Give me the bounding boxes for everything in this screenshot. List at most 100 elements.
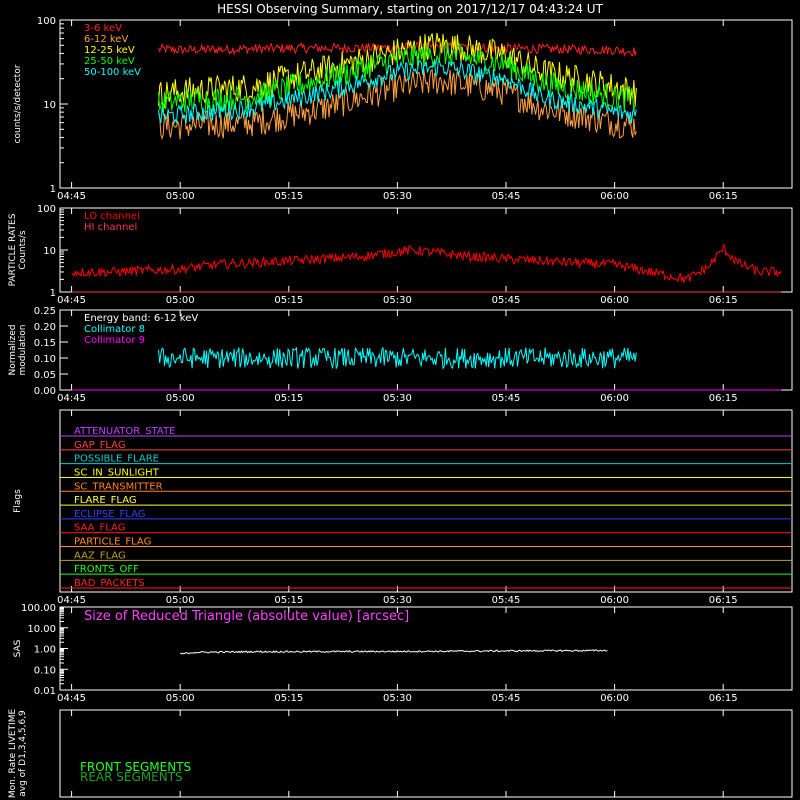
legend-front-segments: FRONT SEGMENTS	[80, 760, 191, 774]
y-tick-label: 0.15	[34, 338, 56, 349]
legend-hi-channel: HI channel	[84, 222, 137, 233]
x-tick-label: 05:45	[492, 191, 521, 202]
legend-12-25-kev: 12-25 keV	[84, 45, 135, 56]
flag-label-gap-flag: GAP_FLAG	[74, 440, 126, 451]
x-tick-label: 06:00	[600, 393, 629, 404]
y-tick-label: 0.05	[34, 370, 56, 381]
y-tick-label: 1	[50, 288, 56, 299]
flag-label-fronts-off: FRONTS_OFF	[74, 564, 139, 575]
x-tick-label: 04:45	[57, 191, 86, 202]
x-tick-label: 05:45	[492, 393, 521, 404]
x-tick-label: 05:30	[383, 693, 412, 704]
series-line-6-12-kev	[158, 69, 637, 141]
flag-label-eclipse-flag: ECLIPSE_FLAG	[74, 509, 145, 520]
x-tick-label: 06:15	[709, 191, 738, 202]
x-tick-label: 06:15	[709, 295, 738, 306]
flag-label-particle-flag: PARTICLE_FLAG	[74, 537, 151, 548]
x-tick-label: 05:45	[492, 595, 521, 606]
y-tick-label: 0.00	[34, 386, 56, 397]
x-tick-label: 06:15	[709, 393, 738, 404]
x-tick-label: 05:00	[166, 693, 195, 704]
x-tick-label: 04:45	[57, 693, 86, 704]
y-tick-label: 100.00	[21, 603, 56, 614]
y-axis-label: PARTICLE RATES	[8, 213, 18, 286]
panel-frame	[59, 409, 793, 593]
y-tick-label: 0.01	[34, 686, 56, 697]
x-tick-label: 05:30	[383, 393, 412, 404]
flag-label-attenuator-state: ATTENUATOR_STATE	[74, 426, 175, 437]
y-tick-label: 0.20	[34, 322, 56, 333]
x-tick-label: 05:00	[166, 191, 195, 202]
y-axis-label: Normalized	[8, 324, 18, 375]
panel-3: 04:45 05:00 05:15 05:30 05:45 06:00 06:15 Norma…	[8, 306, 793, 404]
x-tick-label: 05:15	[274, 191, 303, 202]
x-tick-label: 06:00	[600, 595, 629, 606]
x-tick-label: 05:15	[274, 393, 303, 404]
panel-4: 04:45 05:00 05:15 05:30 05:45 06:00 06:15 Flags…	[13, 409, 793, 606]
y-axis-label: counts/s/detector	[13, 64, 23, 143]
panel-5: 04:45 05:00 05:15 05:30 05:45 06:00 06:15 SAS 0.…	[13, 603, 793, 704]
panel-annotation: Size of Reduced Triangle (absolute value…	[84, 609, 409, 624]
legend-lo-channel: LO channel	[84, 211, 140, 222]
y-tick-label: 10.00	[27, 624, 56, 635]
x-tick-label: 04:45	[57, 393, 86, 404]
x-tick-label: 06:15	[709, 693, 738, 704]
flag-label-sc-transmitter: SC_TRANSMITTER	[74, 481, 163, 492]
x-tick-label: 05:30	[383, 295, 412, 306]
panel-6: 04:4505:0005:1505:3005:4506:0006:15Mon. …	[8, 709, 793, 799]
x-tick-label: 05:00	[166, 595, 195, 606]
x-tick-label: 05:00	[166, 295, 195, 306]
x-tick-label: 05:30	[383, 595, 412, 606]
y-tick-label: 10	[43, 246, 56, 257]
series-line-50-100-kev	[158, 59, 637, 125]
y-axis-label: Mon. Rate LIVETIME	[8, 709, 18, 799]
y-tick-label: 1	[50, 184, 56, 195]
x-tick-label: 04:45	[57, 595, 86, 606]
y-axis-label: avg of D1,3,4,5,6,9	[18, 710, 28, 797]
x-tick-label: 05:15	[274, 295, 303, 306]
y-tick-label: 10	[43, 100, 56, 111]
x-tick-label: 06:15	[709, 595, 738, 606]
x-tick-label: 05:30	[383, 191, 412, 202]
x-tick-label: 04:45	[57, 295, 86, 306]
x-tick-label: 06:00	[600, 693, 629, 704]
panel-2: 04:45 05:00 05:15 05:30 05:45 06:00 06:15 PARTI…	[8, 204, 793, 306]
panel-annotation: Energy band: 6-12 keV	[84, 313, 198, 324]
legend-6-12-kev: 6-12 keV	[84, 34, 128, 45]
legend-25-50-kev: 25-50 keV	[84, 56, 135, 67]
flag-label-aaz-flag: AAZ_FLAG	[74, 550, 126, 561]
panels: 04:45 05:00 05:15 05:30 05:45 06:00 06:15 count…	[8, 16, 793, 799]
y-tick-label: 100	[37, 16, 56, 27]
y-tick-label: 100	[37, 204, 56, 215]
panel-1: 04:45 05:00 05:15 05:30 05:45 06:00 06:15 count…	[13, 16, 793, 202]
legend-rear-segments: REAR SEGMENTS	[80, 770, 183, 784]
flag-label-sc-in-sunlight: SC_IN_SUNLIGHT	[74, 467, 160, 478]
x-tick-label: 05:00	[166, 393, 195, 404]
x-tick-label: 05:15	[274, 595, 303, 606]
flag-label-bad-packets: BAD_PACKETS	[74, 578, 145, 589]
x-tick-label: 05:45	[492, 693, 521, 704]
y-tick-label: 0.10	[34, 665, 56, 676]
flag-label-possible-flare: POSSIBLE_FLARE	[74, 454, 159, 465]
legend-3-6-kev: 3-6 keV	[84, 23, 122, 34]
y-axis-label: Counts/s	[18, 230, 28, 269]
flag-label-saa-flag: SAA_FLAG	[74, 523, 125, 534]
series-line-collimator-8	[158, 346, 637, 370]
legend-50-100-kev: 50-100 keV	[84, 67, 141, 78]
series-line-size-of-reduced-triangle	[179, 649, 608, 655]
flag-label-flare-flag: FLARE_FLAG	[74, 495, 137, 506]
series-line-lo-channel	[71, 243, 782, 283]
legend-collimator-8: Collimator 8	[84, 324, 145, 335]
y-axis-label: Flags	[13, 489, 23, 513]
legend-collimator-9: Collimator 9	[84, 335, 145, 346]
y-tick-label: 1.00	[34, 645, 56, 656]
x-tick-label: 05:45	[492, 295, 521, 306]
series-line-25-50-kev	[158, 42, 637, 115]
x-tick-label: 05:15	[274, 693, 303, 704]
figure-title: HESSI Observing Summary, starting on 201…	[217, 2, 603, 16]
y-axis-label: SAS	[13, 639, 23, 657]
y-tick-label: 0.25	[34, 306, 56, 317]
x-tick-label: 06:00	[600, 295, 629, 306]
